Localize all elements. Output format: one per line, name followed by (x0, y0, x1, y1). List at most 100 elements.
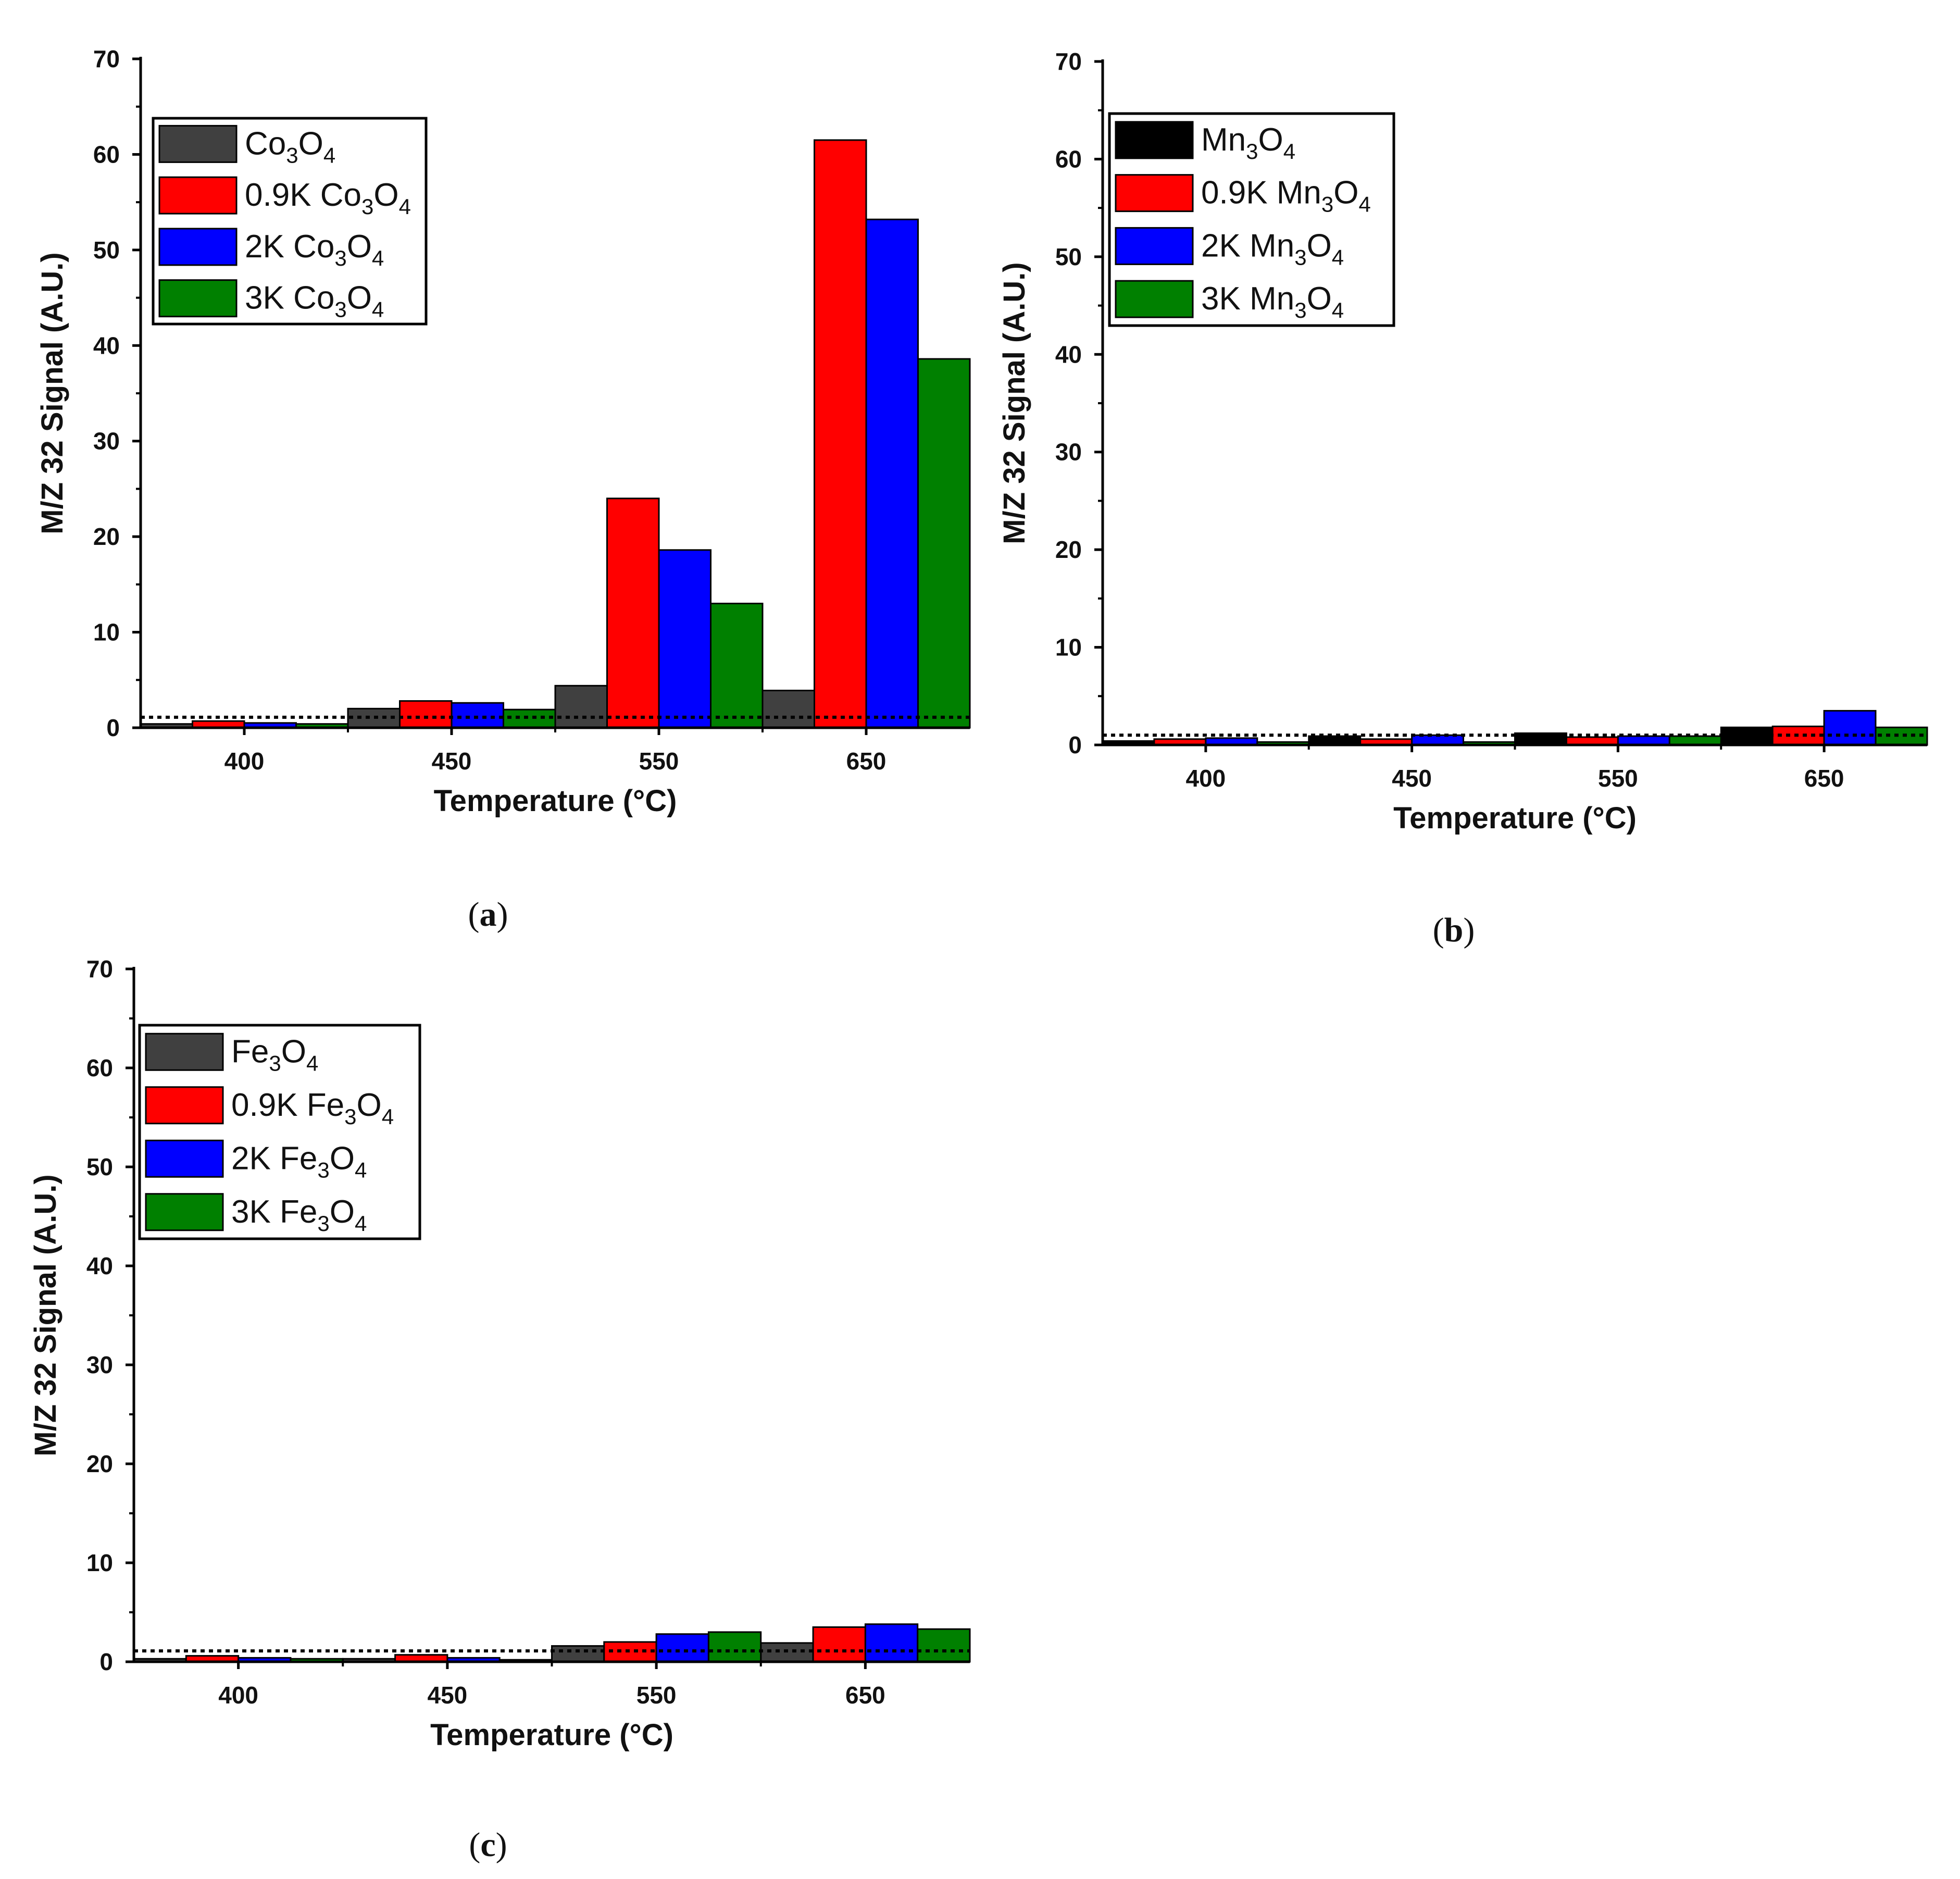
bar-3k-fe3o4-650 (917, 1628, 971, 1663)
bar-mn3o4-450 (1308, 735, 1362, 746)
y-axis-title: M/Z 32 Signal (A.U.) (997, 262, 1031, 544)
bar-0-9k-fe3o4-650 (812, 1626, 866, 1663)
legend-label-2k-fe3o4: 2K Fe3O4 (231, 1140, 367, 1182)
y-tick-label: 30 (93, 428, 120, 455)
panel-label-a: (a) (468, 895, 508, 934)
y-tick-label: 70 (86, 955, 113, 982)
bar-3k-mn3o4-550 (1668, 735, 1722, 746)
legend-swatch-0-9k-co3o4 (158, 176, 238, 215)
legend-label-fe3o4: Fe3O4 (231, 1034, 318, 1075)
y-tick-label: 60 (86, 1054, 113, 1081)
legend-subscript: 4 (306, 1051, 318, 1075)
legend-label-2k-co3o4: 2K Co3O4 (245, 229, 384, 270)
x-axis-title: Temperature (°C) (1393, 801, 1637, 835)
legend-label-0-9k-co3o4: 0.9K Co3O4 (245, 177, 411, 219)
y-tick-label: 50 (93, 237, 120, 264)
y-tick-label: 0 (106, 714, 120, 741)
x-tick-label: 450 (1392, 765, 1432, 792)
legend-text-part: O (330, 1194, 355, 1230)
bar-0-9k-co3o4-450 (399, 700, 453, 729)
legend-swatch-2k-mn3o4 (1115, 227, 1194, 265)
legend-subscript: 4 (323, 143, 335, 167)
legend-text-part: O (1333, 175, 1358, 211)
legend-subscript: 3 (334, 297, 346, 322)
y-tick-label: 30 (86, 1351, 113, 1378)
panel-label-part: ) (497, 895, 508, 934)
y-tick-label: 20 (1055, 536, 1082, 563)
bar-co3o4-650 (761, 690, 815, 729)
legend-label-0-9k-mn3o4: 0.9K Mn3O4 (1201, 175, 1371, 217)
y-tick-label: 10 (86, 1549, 113, 1576)
legend-swatch-3k-mn3o4 (1115, 280, 1194, 318)
chart-b: 0 10 20 30 40 50 60 70 400 450 550 650 Temperature (… (997, 48, 1928, 835)
legend-label-co3o4: Co3O4 (245, 126, 335, 167)
legend-text-part: 2K Fe (231, 1140, 317, 1176)
panel-label-part: b (1444, 911, 1464, 949)
bar-0-9k-co3o4-650 (814, 139, 867, 729)
legend-subscript: 4 (1332, 245, 1344, 269)
legend-label-3k-co3o4: 3K Co3O4 (245, 280, 384, 322)
bar-3k-co3o4-650 (917, 358, 971, 729)
legend-subscript: 3 (1294, 298, 1306, 322)
legend-label-3k-mn3o4: 3K Mn3O4 (1201, 281, 1344, 322)
y-tick-label: 40 (1055, 341, 1082, 368)
x-axis-title: Temperature (°C) (430, 1718, 673, 1752)
legend-text-part: 0.9K Co (245, 177, 361, 213)
legend-text-part: O (1258, 122, 1283, 158)
legend-swatch-2k-fe3o4 (145, 1139, 224, 1178)
legend-subscript: 3 (1246, 139, 1258, 164)
chart-a: 0 10 20 30 40 50 60 70 400 450 550 650 Temperature (… (35, 45, 971, 818)
y-tick-label: 50 (86, 1153, 113, 1180)
legend-label-2k-mn3o4: 2K Mn3O4 (1201, 228, 1344, 269)
x-tick-label: 550 (1598, 765, 1638, 792)
y-tick-label: 20 (86, 1450, 113, 1477)
legend-subscript: 4 (382, 1104, 394, 1129)
y-tick-label: 60 (93, 141, 120, 168)
panel-label-part: ( (1433, 911, 1444, 949)
y-tick-label: 20 (93, 523, 120, 550)
legend-text-part: 2K Mn (1201, 228, 1294, 264)
x-tick-label: 650 (846, 748, 887, 775)
legend-text-part: Fe (231, 1034, 269, 1069)
legend-subscript: 3 (317, 1211, 329, 1236)
legend-subscript: 3 (1294, 245, 1306, 269)
x-tick-label: 650 (1804, 765, 1844, 792)
bar-2k-mn3o4-550 (1617, 735, 1670, 746)
legend-text-part: 0.9K Fe (231, 1087, 344, 1123)
legend-subscript: 3 (361, 194, 373, 219)
legend-subscript: 4 (355, 1158, 367, 1182)
legend-text-part: 3K Mn (1201, 281, 1294, 317)
legend-label-0-9k-fe3o4: 0.9K Fe3O4 (231, 1087, 394, 1129)
x-axis-title: Temperature (°C) (434, 784, 677, 818)
legend-swatch-mn3o4 (1115, 121, 1194, 159)
legend-text-part: O (330, 1140, 355, 1176)
legend-text-part: O (298, 126, 323, 161)
y-axis-title: M/Z 32 Signal (A.U.) (35, 252, 69, 534)
panel-label-part: ( (469, 1826, 480, 1864)
panel-label-b: (b) (1433, 911, 1475, 949)
legend-subscript: 4 (1332, 298, 1344, 322)
y-tick-label: 0 (99, 1648, 113, 1675)
bar-2k-co3o4-650 (865, 218, 919, 729)
y-tick-label: 60 (1055, 145, 1082, 172)
bar-2k-co3o4-450 (451, 702, 504, 729)
legend-text-part: 3K Co (245, 280, 334, 316)
panel-label-part: ( (468, 895, 480, 934)
x-tick-label: 450 (428, 1682, 468, 1709)
legend-subscript: 3 (286, 143, 298, 167)
legend-subscript: 3 (344, 1104, 356, 1129)
bar-2k-fe3o4-650 (864, 1623, 919, 1663)
legend-swatch-0-9k-mn3o4 (1115, 174, 1194, 213)
legend-subscript: 4 (1283, 139, 1295, 164)
bar-2k-fe3o4-550 (655, 1633, 709, 1663)
y-tick-label: 10 (93, 619, 120, 646)
bar-3k-fe3o4-550 (707, 1631, 762, 1663)
bar-2k-co3o4-550 (658, 549, 711, 729)
x-tick-label: 550 (639, 748, 679, 775)
y-tick-label: 10 (1055, 634, 1082, 661)
y-tick-label: 30 (1055, 439, 1082, 466)
legend-text-part: O (347, 229, 372, 265)
legend-text-part: 3K Fe (231, 1194, 317, 1230)
legend-text-part: O (347, 280, 372, 316)
legend-subscript: 4 (372, 246, 384, 270)
